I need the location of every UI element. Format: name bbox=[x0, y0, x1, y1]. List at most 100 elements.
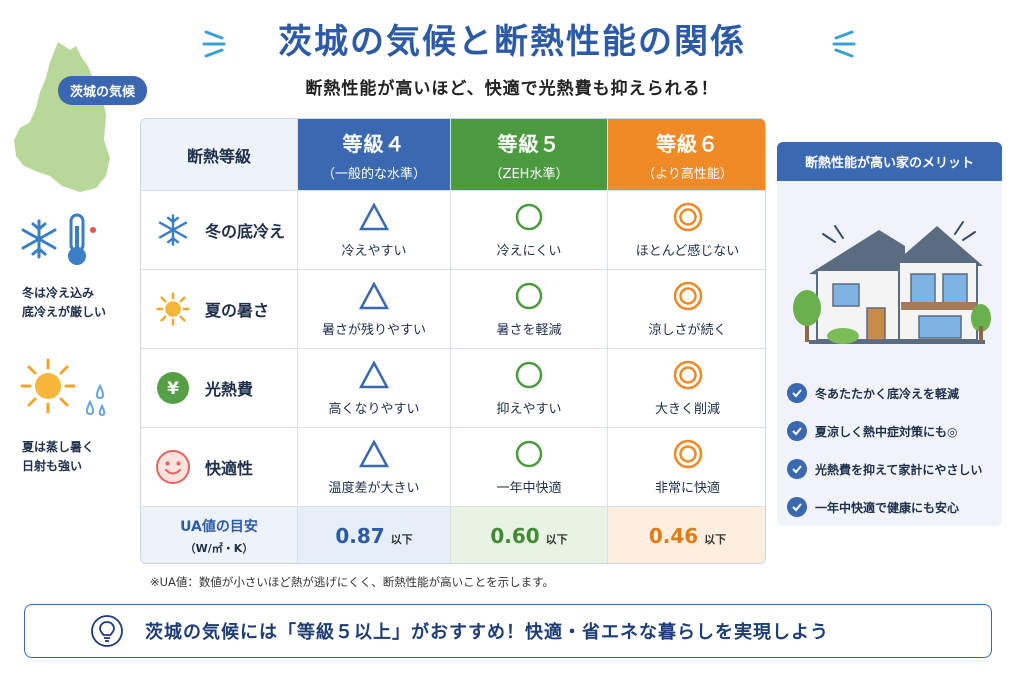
hot-sun-icon bbox=[20, 358, 76, 414]
recommendation-banner: 茨城の気候には「等級５以上」がおすすめ！快適・省エネな暮らしを実現しよう bbox=[24, 604, 992, 658]
table-cell: ほとんど感じない bbox=[608, 191, 765, 270]
list-item: 冬あたたかく底冷えを軽減 bbox=[787, 374, 982, 412]
ibaraki-map-icon bbox=[14, 42, 110, 192]
table-cell: 暑さが残りやすい bbox=[298, 270, 451, 349]
ua-unit: （W/㎡・K） bbox=[184, 542, 254, 555]
table-cell: 抑えやすい bbox=[451, 349, 608, 428]
cell-text: 涼しさが続く bbox=[648, 322, 727, 338]
circle-icon bbox=[515, 282, 543, 309]
table-cell: 涼しさが続く bbox=[608, 270, 765, 349]
comparison-table: 断熱等級 等級４ （一般的な水準） 等級５ （ZEH水準） 等級６ （より高性能… bbox=[140, 118, 766, 564]
lightbulb-icon bbox=[91, 615, 123, 647]
merit-item-text: 一年中快適で健康にも安心 bbox=[815, 500, 960, 515]
merit-title: 断熱性能が高い家のメリット bbox=[777, 142, 1002, 181]
triangle-icon bbox=[359, 359, 389, 388]
list-item: 一年中快適で健康にも安心 bbox=[787, 488, 982, 526]
ua-grade6-value: 0.46 bbox=[648, 524, 699, 548]
thermometer-icon bbox=[68, 213, 96, 265]
snowflake-icon bbox=[155, 212, 191, 248]
ua-grade4-value: 0.87 bbox=[335, 524, 385, 548]
corner-label: 断熱等級 bbox=[141, 119, 298, 191]
table-cell: 一年中快適 bbox=[451, 428, 608, 507]
double-circle-icon bbox=[673, 202, 702, 231]
svg-text:¥: ¥ bbox=[167, 379, 179, 399]
ua-label-cell: UA値の目安 （W/㎡・K） bbox=[141, 507, 298, 563]
grade6-sub: （より高性能） bbox=[642, 166, 733, 182]
cell-text: 暑さが残りやすい bbox=[321, 322, 426, 338]
grade5-name: 等級５ bbox=[497, 131, 561, 156]
double-circle-icon bbox=[673, 439, 702, 468]
double-circle-icon bbox=[673, 281, 702, 310]
house-icon bbox=[793, 221, 991, 344]
summer-note-line1: 夏は蒸し暑く bbox=[22, 440, 95, 454]
table-cell: 冷えにくい bbox=[451, 191, 608, 270]
title-left-decoration bbox=[202, 30, 226, 58]
circle-icon bbox=[515, 203, 543, 230]
list-item: 光熱費を抑えて家計にやさしい bbox=[787, 450, 982, 488]
page-title: 茨城の気候と断熱性能の関係 bbox=[278, 22, 746, 62]
table-cell: 冷えやすい bbox=[298, 191, 451, 270]
grade5-sub: （ZEH水準） bbox=[489, 166, 569, 182]
table-cell: 温度差が大きい bbox=[298, 428, 451, 507]
circle-icon bbox=[515, 440, 543, 467]
ua-label: UA値の目安 bbox=[180, 519, 258, 535]
ua-suffix: 以下 bbox=[545, 533, 568, 546]
cell-text: 温度差が大きい bbox=[328, 480, 420, 496]
check-icon bbox=[787, 421, 807, 441]
grade4-header: 等級４ （一般的な水準） bbox=[298, 119, 451, 191]
table-cell: 高くなりやすい bbox=[298, 349, 451, 428]
cell-text: 一年中快適 bbox=[496, 480, 562, 496]
check-icon bbox=[787, 383, 807, 403]
grade5-header: 等級５ （ZEH水準） bbox=[451, 119, 608, 191]
smile-icon bbox=[155, 449, 191, 485]
winter-note: 冬は冷え込み 底冷えが厳しい bbox=[22, 284, 106, 322]
triangle-icon bbox=[359, 438, 389, 467]
cell-text: 抑えやすい bbox=[496, 401, 562, 417]
grade6-name: 等級６ bbox=[656, 131, 719, 156]
grade4-name: 等級４ bbox=[342, 131, 406, 156]
merit-list: 冬あたたかく底冷えを軽減 夏涼しく熱中症対策にも◎ 光熱費を抑えて家計にやさしい… bbox=[787, 374, 982, 526]
list-item: 夏涼しく熱中症対策にも◎ bbox=[787, 412, 982, 450]
snowflake-icon bbox=[21, 219, 57, 259]
merit-panel: 断熱性能が高い家のメリット 冬あたたかく底冷えを軽減 夏涼しく熱中症対策にも◎ bbox=[777, 142, 1002, 526]
cell-text: 高くなりやすい bbox=[328, 401, 420, 417]
row-label-text: 冬の底冷え bbox=[205, 222, 286, 241]
sun-icon bbox=[155, 291, 191, 327]
ua-suffix: 以下 bbox=[704, 533, 727, 546]
winter-note-line1: 冬は冷え込み bbox=[22, 286, 95, 300]
footnote: ※UA値：数値が小さいほど熱が逃げにくく、断熱性能が高いことを示します。 bbox=[150, 575, 555, 589]
row-label-winter: 冬の底冷え bbox=[141, 191, 298, 270]
triangle-icon bbox=[359, 280, 389, 309]
merit-item-text: 光熱費を抑えて家計にやさしい bbox=[815, 462, 983, 477]
ua-grade6-value-wrap: 0.46 以下 bbox=[649, 524, 726, 548]
summer-note-line2: 日射も強い bbox=[22, 459, 83, 473]
double-circle-icon bbox=[673, 360, 702, 389]
page-subtitle: 断熱性能が高いほど、快適で光熱費も抑えられる！ bbox=[305, 79, 719, 99]
merit-item-text: 冬あたたかく底冷えを軽減 bbox=[815, 386, 960, 401]
ua-grade5-value: 0.60 bbox=[490, 524, 540, 548]
row-label-summer: 夏の暑さ bbox=[141, 270, 298, 349]
ua-grade6-cell: 0.46 以下 bbox=[608, 507, 765, 563]
ua-grade5-cell: 0.60 以下 bbox=[451, 507, 608, 563]
table-cell: 大きく削減 bbox=[608, 349, 765, 428]
cell-text: 暑さを軽減 bbox=[496, 322, 562, 338]
yen-icon: ¥ bbox=[155, 370, 191, 406]
circle-icon bbox=[515, 361, 543, 388]
title-right-decoration bbox=[832, 30, 856, 58]
cell-text: ほとんど感じない bbox=[635, 243, 740, 259]
cell-text: 非常に快適 bbox=[654, 480, 720, 496]
merit-item-text: 夏涼しく熱中症対策にも◎ bbox=[815, 424, 958, 439]
table-cell: 暑さを軽減 bbox=[451, 270, 608, 349]
cell-text: 冷えにくい bbox=[496, 243, 562, 259]
row-label-comfort: 快適性 bbox=[141, 428, 298, 507]
ua-grade5-value-wrap: 0.60 以下 bbox=[490, 524, 567, 548]
banner-text: 茨城の気候には「等級５以上」がおすすめ！快適・省エネな暮らしを実現しよう bbox=[145, 622, 829, 643]
grade4-sub: （一般的な水準） bbox=[321, 166, 426, 182]
sweat-drops-icon bbox=[86, 384, 106, 417]
map-badge: 茨城の気候 bbox=[58, 76, 148, 105]
row-label-text: 快適性 bbox=[205, 459, 254, 478]
ua-suffix: 以下 bbox=[390, 533, 413, 546]
row-label-cost: ¥ 光熱費 bbox=[141, 349, 298, 428]
table-cell: 非常に快適 bbox=[608, 428, 765, 507]
ua-grade4-value-wrap: 0.87 以下 bbox=[335, 524, 412, 548]
